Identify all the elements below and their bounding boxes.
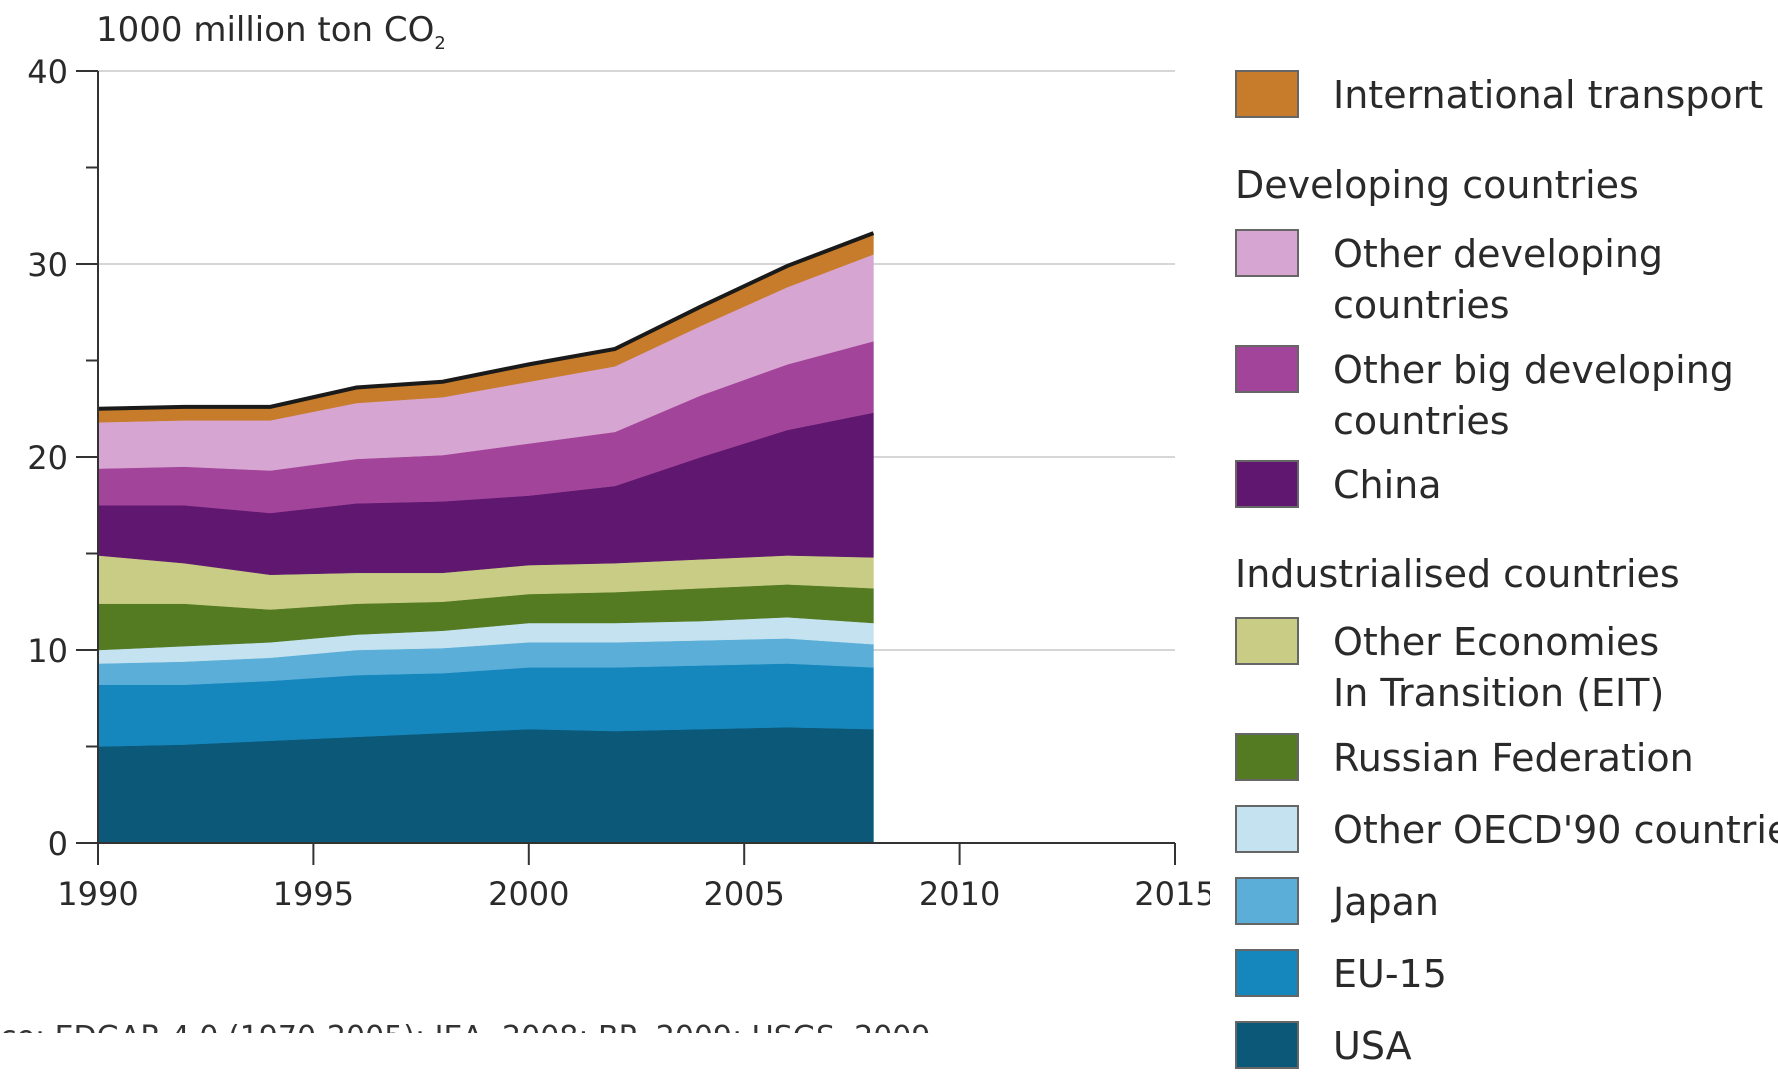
y-tick-label: 10	[27, 632, 68, 670]
legend-swatch	[1235, 805, 1299, 853]
legend-heading-developing: Developing countries	[1235, 163, 1639, 207]
legend-label-line2: In Transition (EIT)	[1333, 671, 1665, 715]
legend-label: International transport	[1333, 73, 1764, 117]
legend-label-line2: countries	[1333, 283, 1510, 327]
x-tick-label: 2000	[488, 875, 569, 913]
legend-swatch	[1235, 460, 1299, 508]
x-tick-label: 2010	[919, 875, 1000, 913]
legend-label: China	[1333, 463, 1442, 507]
stacked-area-chart: 0 10 20 30 40 1990 1995 2000 2005 2010 2015	[27, 53, 1210, 913]
legend-swatch	[1235, 345, 1299, 393]
unit-label-text: 1000 million ton CO	[96, 10, 435, 50]
axes	[76, 70, 1176, 865]
legend-swatch	[1235, 877, 1299, 925]
x-tick-label: 2015	[1134, 875, 1210, 913]
legend-swatch	[1235, 617, 1299, 665]
y-tick-label: 0	[48, 825, 68, 863]
x-tick-label: 1990	[57, 875, 138, 913]
legend-label: Japan	[1333, 880, 1439, 924]
y-tick-label: 40	[27, 53, 68, 91]
y-tick-labels: 0 10 20 30 40	[27, 53, 68, 863]
y-tick-label: 20	[27, 439, 68, 477]
legend-label-line2: countries	[1333, 399, 1510, 443]
legend-swatch	[1235, 229, 1299, 277]
area-usa	[97, 726, 874, 844]
unit-subscript: 2	[434, 32, 446, 54]
source-note: ce: EDGAR 4.0 (1970-2005); IEA, 2008; BP…	[0, 1020, 931, 1055]
legend-label: Other developing	[1333, 232, 1664, 276]
total-outline	[97, 231, 875, 411]
y-axis-unit-label: 1000 million ton CO2	[96, 10, 446, 54]
legend-label: EU-15	[1333, 952, 1447, 996]
legend-label: Russian Federation	[1333, 736, 1694, 780]
legend-swatch	[1235, 70, 1299, 118]
legend-swatch	[1235, 733, 1299, 781]
x-tick-label: 1995	[273, 875, 354, 913]
legend-label: Other Economies	[1333, 620, 1660, 664]
area-series	[97, 231, 875, 844]
legend-heading-industrialised: Industrialised countries	[1235, 552, 1680, 596]
legend-swatch	[1235, 949, 1299, 997]
legend-label: USA	[1333, 1024, 1412, 1068]
legend-label: Other OECD'90 countries	[1333, 808, 1778, 852]
y-tick-label: 30	[27, 246, 68, 284]
x-tick-labels: 1990 1995 2000 2005 2010 2015	[57, 875, 1210, 913]
legend-swatch	[1235, 1021, 1299, 1069]
x-tick-label: 2005	[703, 875, 784, 913]
legend-label: Other big developing	[1333, 348, 1734, 392]
